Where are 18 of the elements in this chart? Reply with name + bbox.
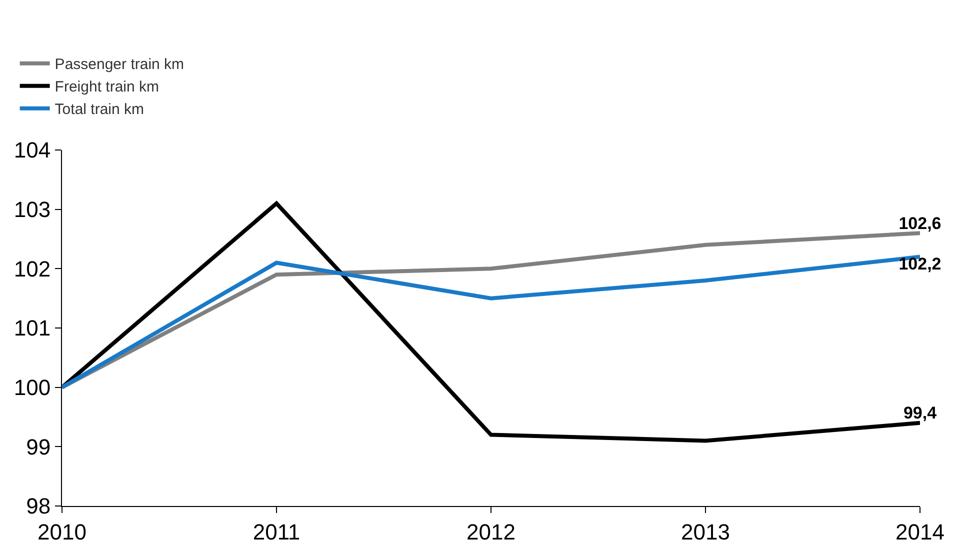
x-tick-label: 2012: [466, 519, 516, 544]
y-tick-label: 101: [14, 316, 51, 341]
y-tick-label: 103: [14, 197, 51, 222]
x-tick-label: 2013: [681, 519, 730, 544]
x-tick-label: 2011: [252, 519, 300, 544]
data-label: 99,4: [903, 404, 938, 423]
data-label: 102,6: [898, 214, 942, 233]
y-tick-label: 102: [14, 256, 51, 282]
data-label: 102,2: [898, 254, 942, 274]
y-tick-label: 99: [26, 434, 51, 460]
legend-label: Total train km: [54, 101, 144, 118]
y-tick-label: 104: [14, 138, 51, 163]
legend-label: Passenger train km: [54, 56, 184, 74]
legend-label: Freight train km: [54, 78, 160, 96]
y-tick-label: 98: [26, 494, 51, 519]
x-tick-label: 2014: [896, 519, 944, 544]
y-tick-label: 100: [14, 375, 51, 400]
x-tick-label: 2010: [38, 519, 86, 544]
